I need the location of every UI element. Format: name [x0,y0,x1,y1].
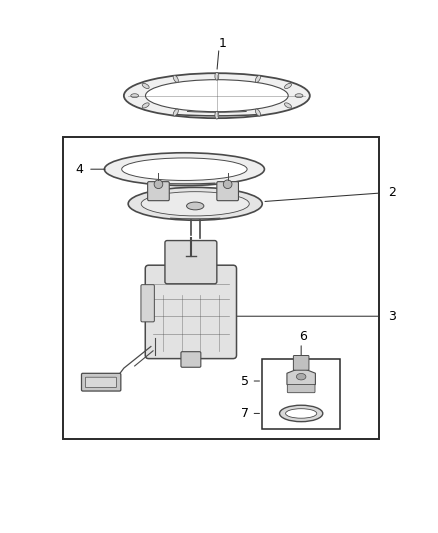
Ellipse shape [297,374,306,380]
Ellipse shape [215,111,219,119]
Circle shape [223,180,232,189]
FancyBboxPatch shape [85,377,117,387]
Ellipse shape [142,83,149,88]
Ellipse shape [255,109,261,116]
Ellipse shape [215,72,219,80]
FancyBboxPatch shape [181,352,201,367]
Text: 3: 3 [388,310,396,322]
FancyBboxPatch shape [141,285,154,322]
Text: 6: 6 [300,330,307,343]
Circle shape [154,180,163,189]
Bar [64,137,379,440]
Text: 2: 2 [388,187,396,199]
Text: 7: 7 [241,407,249,420]
Polygon shape [287,368,315,390]
FancyBboxPatch shape [165,240,217,284]
Ellipse shape [295,94,303,98]
FancyBboxPatch shape [148,182,169,201]
Ellipse shape [124,73,310,118]
Ellipse shape [145,80,288,112]
Ellipse shape [286,409,317,418]
Ellipse shape [122,158,247,181]
Ellipse shape [128,188,262,220]
Ellipse shape [187,202,204,210]
Ellipse shape [173,109,178,116]
FancyBboxPatch shape [81,373,121,391]
Ellipse shape [279,405,323,422]
FancyBboxPatch shape [145,265,237,359]
FancyBboxPatch shape [293,356,309,370]
Bar [262,359,340,429]
FancyBboxPatch shape [287,384,315,393]
Ellipse shape [142,103,149,108]
Text: 4: 4 [75,163,83,176]
Ellipse shape [141,192,249,216]
Text: 5: 5 [241,375,249,387]
Text: 1: 1 [219,37,226,50]
Ellipse shape [285,103,292,108]
Ellipse shape [255,75,261,82]
Ellipse shape [173,75,178,82]
Ellipse shape [131,94,138,98]
FancyBboxPatch shape [217,182,238,201]
Ellipse shape [285,83,292,88]
Ellipse shape [104,153,265,185]
